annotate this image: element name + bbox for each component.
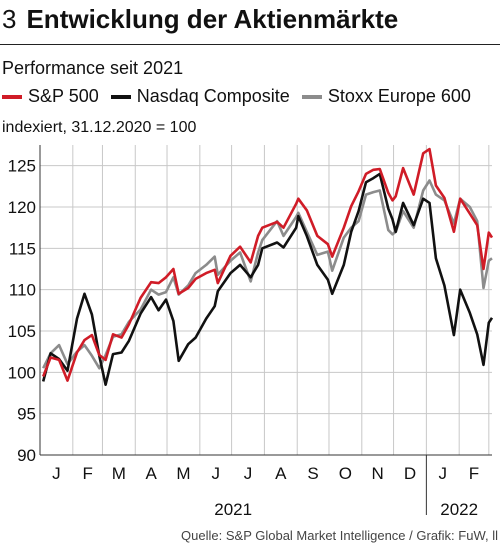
y-tick-label: 120 [8, 198, 36, 217]
chart-title: 3 Entwicklung der Aktienmärkte [2, 4, 398, 35]
legend: S&P 500 Nasdaq Composite Stoxx Europe 60… [2, 86, 483, 107]
y-tick-label: 125 [8, 157, 36, 176]
x-tick-label: D [404, 464, 416, 483]
legend-label-nasdaq: Nasdaq Composite [136, 86, 290, 106]
series-line-sp500 [41, 147, 494, 382]
legend-label-stoxx: Stoxx Europe 600 [327, 86, 471, 106]
y-tick-label: 110 [9, 281, 36, 300]
y-tick-label: 115 [9, 239, 36, 258]
x-tick-label: A [145, 464, 157, 483]
source-note: Quelle: S&P Global Market Intelligence /… [181, 528, 498, 543]
x-tick-label: J [211, 464, 220, 483]
x-tick-label: F [469, 464, 479, 483]
legend-label-sp500: S&P 500 [28, 86, 99, 106]
x-tick-label: O [339, 464, 352, 483]
year-label: 2021 [214, 500, 252, 519]
chart-subtitle: Performance seit 2021 [2, 58, 184, 78]
title-divider [0, 44, 500, 45]
year-label: 2022 [440, 500, 478, 519]
x-tick-label: N [372, 464, 384, 483]
legend-item-nasdaq: Nasdaq Composite [110, 86, 290, 107]
legend-swatch-nasdaq [110, 94, 131, 99]
legend-swatch-stoxx [301, 94, 322, 99]
legend-item-stoxx: Stoxx Europe 600 [301, 86, 471, 107]
x-tick-label: J [244, 464, 253, 483]
chart-number: 3 [2, 4, 17, 34]
x-tick-label: J [439, 464, 448, 483]
y-tick-label: 105 [8, 322, 36, 341]
series-line-nasdaq [41, 172, 494, 386]
x-tick-label: F [82, 464, 92, 483]
legend-swatch-sp500 [2, 94, 22, 99]
x-tick-label: A [275, 464, 287, 483]
x-tick-label: M [112, 464, 126, 483]
y-tick-label: 90 [17, 446, 36, 465]
x-tick-label: J [52, 464, 61, 483]
chart-title-text: Entwicklung der Aktienmärkte [26, 4, 399, 34]
x-tick-label: M [176, 464, 190, 483]
x-tick-label: S [307, 464, 318, 483]
y-tick-label: 95 [17, 405, 36, 424]
y-axis-unit-note: indexiert, 31.12.2020 = 100 [2, 119, 197, 136]
legend-item-sp500: S&P 500 [2, 86, 99, 107]
y-tick-label: 100 [8, 363, 36, 382]
